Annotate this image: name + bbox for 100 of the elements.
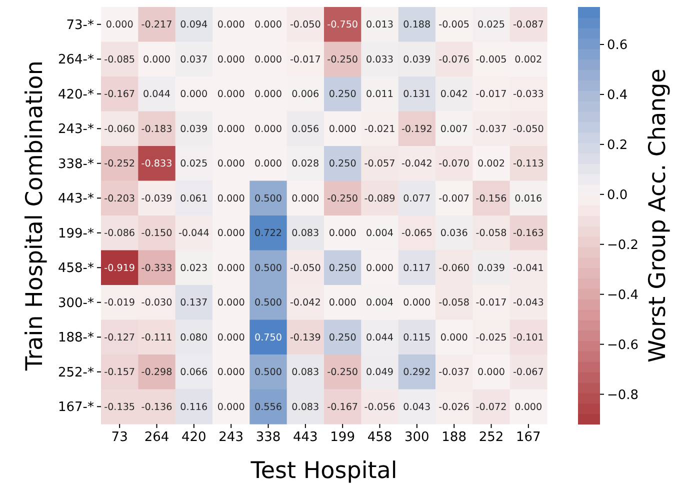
y-tick-label: 338-* (58, 156, 94, 172)
x-tick-label: 73 (111, 430, 128, 445)
data-label: -0.042 (401, 158, 432, 170)
data-label: -0.139 (290, 332, 321, 344)
data-label: -0.919 (104, 262, 136, 274)
data-label: -0.252 (104, 158, 136, 170)
color-bar-title: Worst Group Acc. Change (645, 68, 671, 362)
data-label: -0.089 (364, 193, 396, 204)
data-label: 0.077 (403, 193, 431, 204)
data-label: 0.094 (180, 20, 208, 31)
color-bar-label: −0.6 (607, 338, 639, 353)
data-label: 0.028 (292, 158, 320, 170)
data-label: 0.000 (217, 262, 245, 274)
x-tick-label: 300 (404, 430, 430, 445)
data-label: 0.000 (217, 402, 245, 413)
data-label: -0.050 (290, 262, 321, 274)
data-label: 0.002 (514, 54, 542, 66)
data-label: 0.500 (254, 262, 282, 274)
data-label: -0.113 (512, 158, 544, 170)
color-bar-label: 0.4 (607, 88, 628, 103)
data-label: 0.083 (292, 367, 320, 378)
data-label: -0.070 (438, 158, 470, 170)
data-label: 0.007 (440, 124, 468, 135)
data-label: 0.131 (403, 89, 431, 100)
data-label: 0.000 (217, 228, 245, 240)
data-label: -0.167 (104, 89, 136, 100)
color-bar-label: −0.8 (607, 388, 639, 403)
data-label: -0.086 (104, 228, 136, 240)
data-label: 0.000 (217, 367, 245, 378)
data-label: 0.025 (478, 20, 505, 31)
data-label: 0.016 (514, 193, 542, 204)
data-label: 0.500 (254, 298, 282, 309)
data-label: -0.065 (401, 228, 432, 240)
data-label: 0.292 (403, 367, 431, 378)
y-tick-label: 167-* (58, 400, 94, 416)
data-label: 0.000 (254, 54, 282, 66)
data-label: 0.000 (180, 89, 208, 100)
data-label: -0.037 (438, 367, 470, 378)
data-label: 0.061 (180, 193, 208, 204)
data-label: -0.101 (512, 332, 544, 344)
data-label: -0.033 (512, 89, 544, 100)
data-label: 0.037 (180, 54, 208, 66)
data-label: 0.000 (217, 124, 245, 135)
data-label: 0.000 (217, 54, 245, 66)
x-tick-label: 252 (478, 430, 504, 445)
data-label: -0.058 (476, 228, 507, 240)
data-label: 0.023 (180, 262, 208, 274)
y-tick-label: 199-* (58, 226, 94, 242)
data-label: -0.005 (476, 54, 507, 66)
data-label: 0.000 (254, 89, 282, 100)
color-bar-label: −0.4 (607, 288, 639, 303)
data-label: 0.000 (478, 367, 505, 378)
data-label: 0.188 (403, 20, 431, 31)
data-label: 0.000 (254, 124, 282, 135)
y-tick-label: 300-* (58, 296, 94, 311)
data-label: 0.137 (180, 298, 208, 309)
y-tick-label: 420-* (58, 87, 94, 102)
data-label: 0.056 (292, 124, 320, 135)
data-label: 0.116 (180, 402, 208, 413)
data-label: -0.087 (512, 20, 544, 31)
data-label: -0.058 (438, 298, 470, 309)
data-label: -0.017 (290, 54, 321, 66)
data-label: 0.000 (254, 20, 282, 31)
data-label: 0.044 (143, 89, 170, 100)
data-label: 0.025 (180, 158, 208, 170)
data-label: 0.000 (217, 332, 245, 344)
data-label: -0.060 (104, 124, 136, 135)
data-label: 0.117 (403, 262, 431, 274)
data-label: -0.217 (141, 20, 172, 31)
y-tick-label: 73-* (66, 18, 94, 33)
data-label: -0.060 (438, 262, 470, 274)
data-label: 0.000 (143, 54, 170, 66)
data-label: 0.039 (478, 262, 505, 274)
data-label: 0.115 (403, 332, 431, 344)
data-label: -0.076 (438, 54, 470, 66)
data-label: 0.500 (254, 193, 282, 204)
y-tick-label: 264-* (58, 52, 94, 68)
data-label: -0.072 (476, 402, 507, 413)
data-label: -0.167 (327, 402, 358, 413)
data-label: -0.157 (104, 367, 136, 378)
data-label: 0.556 (254, 402, 282, 413)
data-label: -0.127 (104, 332, 136, 344)
data-label: 0.004 (366, 228, 394, 240)
data-label: -0.025 (476, 332, 507, 344)
data-label: 0.000 (217, 89, 245, 100)
data-label: -0.135 (104, 402, 136, 413)
data-label: 0.013 (366, 20, 394, 31)
x-tick-label: 167 (516, 430, 541, 445)
data-label: -0.056 (364, 402, 396, 413)
data-label: -0.017 (476, 89, 507, 100)
data-label: 0.083 (292, 402, 320, 413)
data-label: -0.005 (438, 20, 470, 31)
data-label: -0.163 (512, 228, 544, 240)
data-label: -0.019 (104, 298, 136, 309)
x-axis-title: Test Hospital (250, 458, 398, 484)
data-label: -0.041 (512, 262, 544, 274)
data-label: -0.183 (141, 124, 172, 135)
data-label: -0.833 (141, 158, 172, 170)
data-label: 0.000 (328, 124, 356, 135)
data-label: 0.250 (328, 332, 356, 344)
